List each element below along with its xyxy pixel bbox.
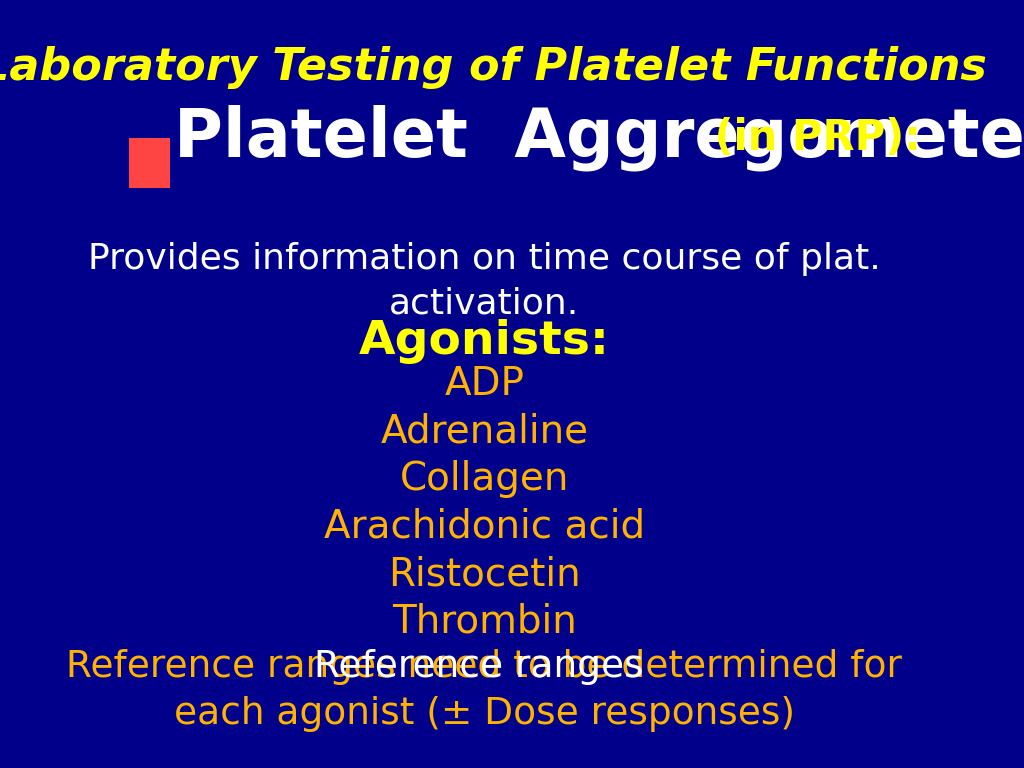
Text: Arachidonic acid: Arachidonic acid (324, 508, 645, 545)
FancyBboxPatch shape (129, 138, 170, 188)
Text: Laboratory Testing of Platelet Functions: Laboratory Testing of Platelet Functions (0, 46, 987, 89)
Text: (in PRP):: (in PRP): (699, 118, 921, 159)
Text: Ristocetin: Ristocetin (388, 555, 581, 593)
Text: Reference ranges need to be determined for
each agonist (± Dose responses): Reference ranges need to be determined f… (67, 649, 902, 732)
Text: Provides information on time course of plat.
activation.: Provides information on time course of p… (88, 242, 881, 321)
Text: Collagen: Collagen (399, 460, 569, 498)
Text: ADP: ADP (444, 365, 524, 402)
Text: Adrenaline: Adrenaline (380, 412, 589, 450)
Text: Thrombin: Thrombin (392, 603, 577, 641)
Text: Platelet  Aggregometer: Platelet Aggregometer (174, 105, 1024, 171)
Text: Agonists:: Agonists: (358, 319, 609, 364)
Text: Reference ranges: Reference ranges (313, 649, 655, 685)
